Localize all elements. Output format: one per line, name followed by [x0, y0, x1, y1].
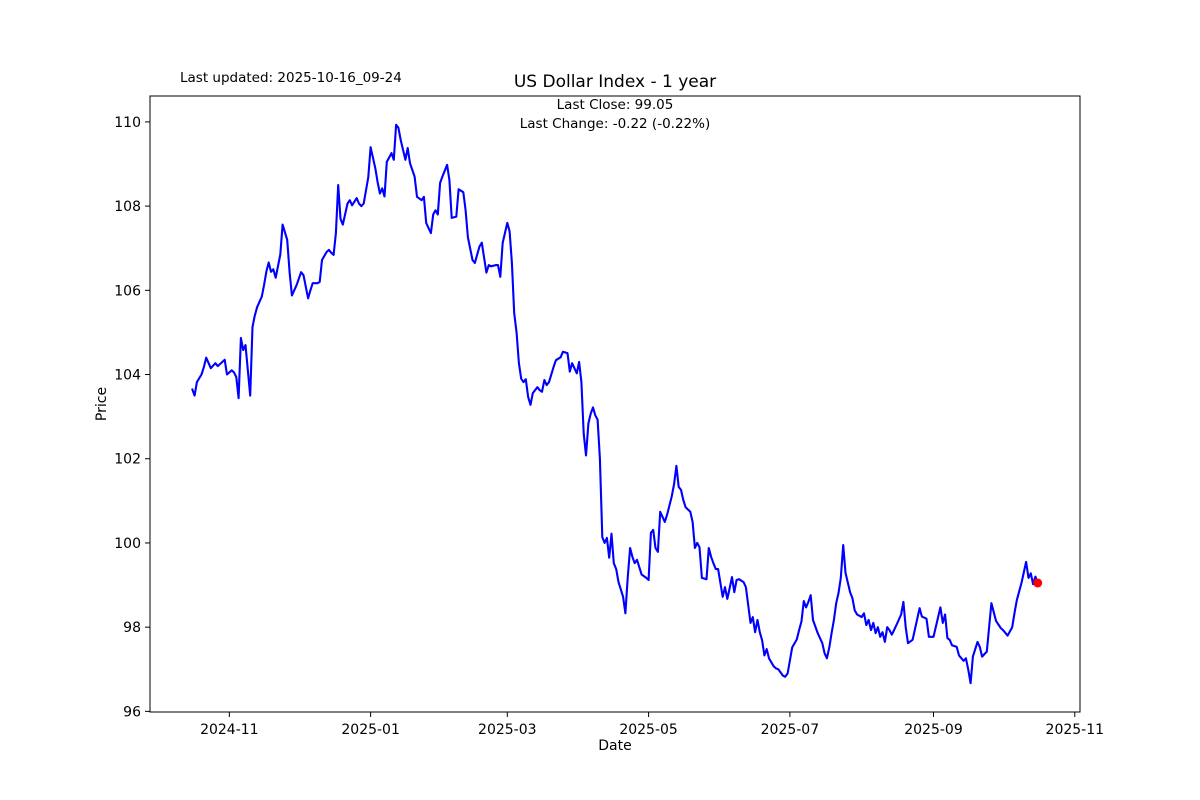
- x-tick-label: 2025-05: [619, 722, 678, 738]
- y-tick-label: 104: [114, 368, 141, 384]
- y-tick-label: 102: [114, 452, 141, 468]
- plot-border: [149, 95, 1081, 713]
- chart-title: US Dollar Index - 1 year: [513, 72, 717, 92]
- y-tick-label: 108: [114, 199, 141, 215]
- y-tick-label: 106: [114, 283, 141, 299]
- x-tick-label: 2025-09: [904, 722, 963, 738]
- y-tick-label: 100: [114, 536, 141, 552]
- x-axis-label: Date: [598, 738, 632, 754]
- subtitle-last-change: Last Change: -0.22 (-0.22%): [519, 116, 711, 132]
- x-tick-label: 2025-07: [761, 722, 820, 738]
- subtitle-last-close: Last Close: 99.05: [556, 97, 674, 113]
- y-axis-label: Price: [94, 386, 110, 422]
- last-price-marker: [1033, 578, 1043, 588]
- x-tick-label: 2025-11: [1046, 722, 1105, 738]
- x-tick-label: 2025-01: [341, 722, 400, 738]
- last-updated-text: Last updated: 2025-10-16_09-24: [180, 70, 402, 86]
- x-tick-label: 2025-03: [478, 722, 537, 738]
- y-tick-label: 96: [123, 704, 141, 720]
- y-tick-label: 98: [123, 620, 141, 636]
- y-tick-label: 110: [114, 115, 141, 131]
- price-line: [191, 123, 1039, 685]
- x-tick-label: 2024-11: [200, 722, 259, 738]
